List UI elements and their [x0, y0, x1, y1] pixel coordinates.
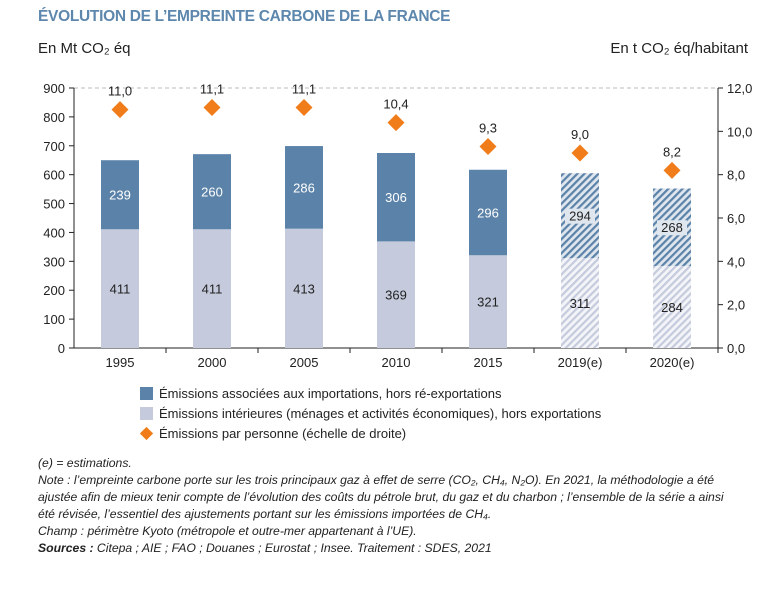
per-person-label: 11,1: [292, 82, 316, 97]
bar-domestic: [285, 228, 323, 348]
left-tick-label: 300: [43, 254, 65, 269]
bar-domestic: [193, 229, 231, 348]
left-tick-label: 100: [43, 312, 65, 327]
bar-label-imports: 306: [385, 190, 407, 205]
per-person-label: 8,2: [663, 144, 681, 159]
bar-label-domestic: 413: [293, 281, 315, 296]
bar-label-imports: 296: [477, 206, 499, 221]
bar-label-imports: 260: [201, 185, 223, 200]
per-person-label: 10,4: [383, 97, 408, 112]
x-tick-label: 2020(e): [650, 355, 695, 370]
right-tick-label: 6,0: [727, 211, 745, 226]
legend-label: Émissions intérieures (ménages et activi…: [159, 406, 602, 421]
bar-imports: [377, 153, 415, 242]
bar-label-imports: 286: [293, 180, 315, 195]
bar-label-imports: 294: [569, 209, 591, 224]
per-person-diamond: [111, 101, 129, 119]
per-person-label: 9,3: [479, 121, 497, 136]
legend-swatch-domestic: [140, 407, 153, 420]
per-person-diamond: [295, 99, 313, 116]
chart-plot: 0 100 200 300 400 500 600 700 800 900 0,0 2,0 4,0 6,0…: [43, 81, 752, 370]
right-tick-label: 4,0: [727, 254, 745, 269]
left-tick-label: 600: [43, 168, 65, 183]
legend-diamond-icon: [139, 426, 154, 441]
legend-label: Émissions associées aux importations, ho…: [159, 386, 502, 401]
bar-label-imports: 239: [109, 188, 131, 203]
right-axis-unit: En t CO₂ éq/habitant: [610, 40, 748, 57]
x-tick-label: 2019(e): [558, 355, 603, 370]
right-tick-label: 12,0: [727, 81, 752, 96]
per-person-diamond: [479, 138, 497, 155]
bar-domestic: [101, 229, 139, 348]
right-tick-label: 10,0: [727, 124, 752, 139]
bar-domestic: [653, 265, 691, 348]
right-tick-label: 0,0: [727, 341, 745, 356]
left-tick-label: 0: [58, 341, 65, 356]
x-tick-label: 1995: [106, 355, 135, 370]
legend-label: Émissions par personne (échelle de droit…: [159, 426, 407, 441]
legend-per-person: Émissions par personne (échelle de droit…: [139, 426, 407, 441]
left-axis-unit: En Mt CO₂ éq: [38, 40, 131, 57]
bar-label-domestic: 284: [661, 300, 683, 315]
x-tick-label: 2015: [474, 355, 503, 370]
per-person-diamond: [387, 114, 405, 132]
bar-imports: [469, 169, 507, 256]
note-champ: Champ : périmètre Kyoto (métropole et ou…: [38, 524, 417, 538]
legend-imports: Émissions associées aux importations, ho…: [140, 386, 501, 401]
note-estimations: (e) = estimations.: [38, 456, 132, 470]
left-tick-label: 400: [43, 225, 65, 240]
left-tick-label: 700: [43, 139, 65, 154]
bar-domestic: [377, 241, 415, 348]
sources-label: Sources :: [38, 541, 94, 555]
notes: (e) = estimations. Note : l’empreinte ca…: [38, 455, 738, 557]
note-text: Note : l’empreinte carbone porte sur les…: [38, 473, 724, 521]
bar-domestic: [561, 258, 599, 348]
per-person-label: 11,1: [200, 82, 224, 97]
bar-imports: [193, 154, 231, 230]
left-tick-label: 900: [43, 81, 65, 96]
x-tick-label: 2005: [290, 355, 319, 370]
note-sources: Sources : Citepa ; AIE ; FAO ; Douanes ;…: [38, 540, 738, 557]
left-tick-label: 200: [43, 283, 65, 298]
left-tick-label: 800: [43, 110, 65, 125]
per-person-diamond: [203, 99, 221, 116]
bar-domestic: [469, 255, 507, 348]
bar-imports: [285, 146, 323, 229]
per-person-label: 11,0: [108, 84, 132, 99]
bar-label-bg: [565, 208, 595, 224]
legend-swatch-imports: [140, 387, 153, 400]
right-tick-label: 8,0: [727, 168, 745, 183]
bar-label-domestic: 411: [202, 282, 223, 297]
x-tick-label: 2010: [382, 355, 411, 370]
legend-domestic: Émissions intérieures (ménages et activi…: [140, 406, 601, 421]
bar-label-domestic: 321: [477, 295, 499, 310]
bar-label-domestic: 369: [385, 288, 407, 303]
per-person-diamond: [571, 144, 589, 162]
bar-label-bg: [657, 220, 687, 236]
bar-imports: [101, 160, 139, 230]
per-person-diamond: [663, 161, 681, 179]
chart-title: ÉVOLUTION DE L’EMPREINTE CARBONE DE LA F…: [38, 8, 451, 25]
bar-label-imports: 268: [661, 220, 683, 235]
left-tick-label: 500: [43, 197, 65, 212]
right-tick-label: 2,0: [727, 298, 745, 313]
per-person-label: 9,0: [571, 127, 589, 142]
x-tick-label: 2000: [198, 355, 227, 370]
sources-text: Citepa ; AIE ; FAO ; Douanes ; Eurostat …: [93, 541, 492, 555]
bar-label-domestic: 411: [110, 282, 131, 297]
bar-label-domestic: 311: [570, 296, 591, 311]
